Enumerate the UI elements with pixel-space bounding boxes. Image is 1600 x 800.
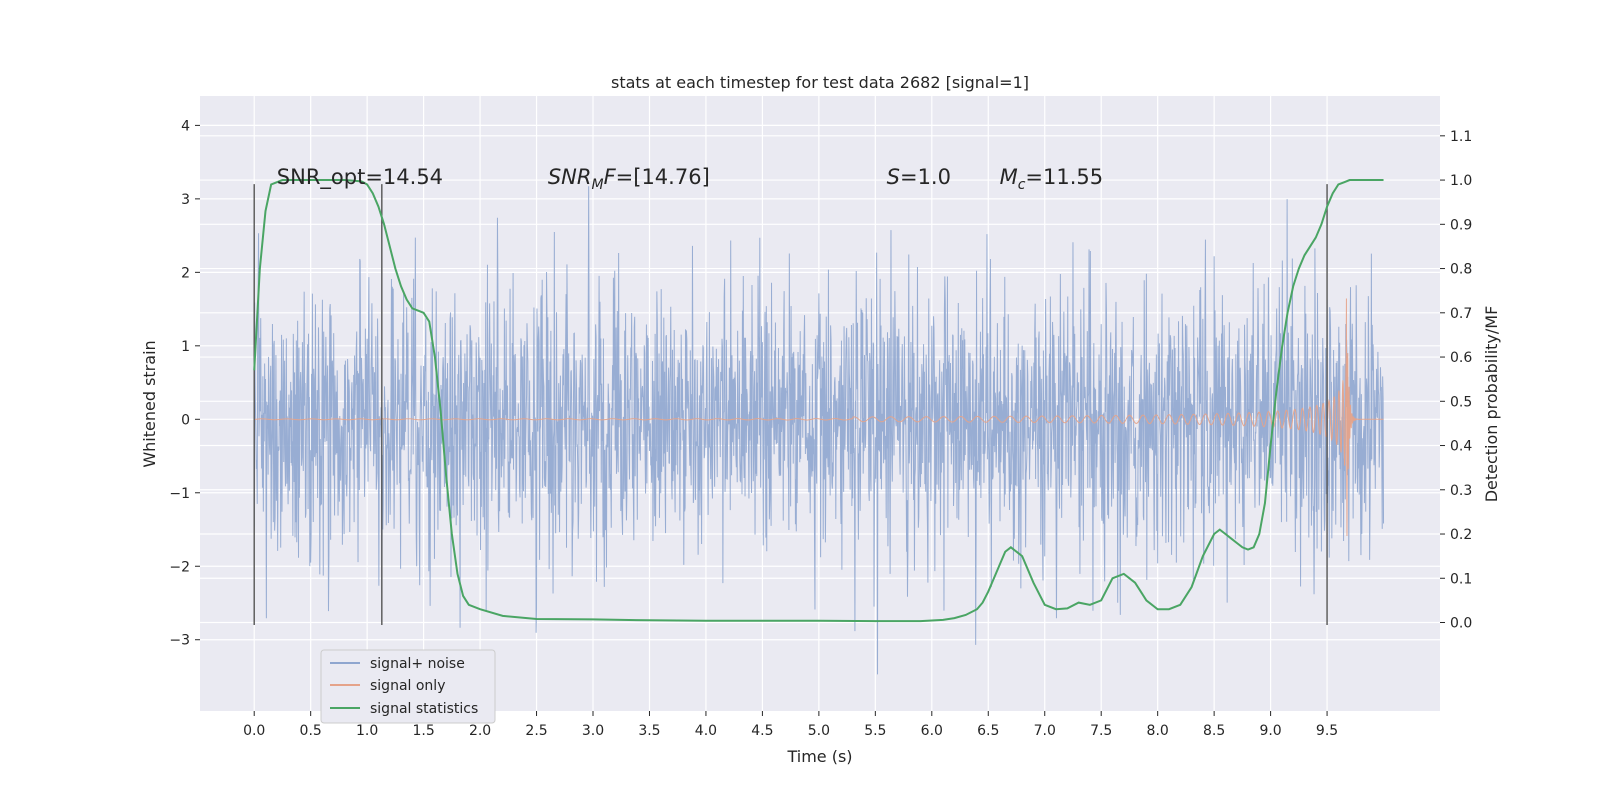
x-tick-label: 5.5 xyxy=(864,723,886,739)
annotation-text: SNR_opt=14.54 xyxy=(277,165,443,190)
legend-label-signal-statistics: signal statistics xyxy=(370,701,478,717)
x-axis-label: Time (s) xyxy=(786,747,852,766)
right-y-tick-label: 0.8 xyxy=(1450,262,1472,278)
y-tick-label: 0 xyxy=(181,412,190,428)
x-tick-label: 1.5 xyxy=(412,723,434,739)
right-y-tick-label: 0.5 xyxy=(1450,394,1472,410)
right-y-tick-label: 0.4 xyxy=(1450,439,1472,455)
x-tick-label: 7.5 xyxy=(1090,723,1112,739)
right-y-tick-label: 0.0 xyxy=(1450,616,1472,632)
right-y-tick-label: 1.1 xyxy=(1450,129,1472,145)
x-tick-label: 9.5 xyxy=(1316,723,1338,739)
y-axis-ticks: 4 3 2 1 0 −1 −2 −3 xyxy=(169,118,200,649)
right-y-tick-label: 0.2 xyxy=(1450,527,1472,543)
series-signal-noise xyxy=(253,186,1385,675)
x-tick-label: 1.0 xyxy=(356,723,378,739)
annotations: SNR_opt=14.54 SNRMF=[14.76] S=1.0 Mc=11.55 xyxy=(277,165,1103,193)
legend-label-signal-noise: signal+ noise xyxy=(370,656,465,672)
x-tick-label: 0.0 xyxy=(243,723,265,739)
x-tick-label: 5.0 xyxy=(808,723,830,739)
signal-trace xyxy=(254,298,1384,536)
x-tick-label: 7.0 xyxy=(1034,723,1056,739)
legend: signal+ noise signal only signal statist… xyxy=(320,649,496,724)
x-tick-label: 4.5 xyxy=(751,723,773,739)
x-tick-label: 4.0 xyxy=(695,723,717,739)
y-axis-label: Whitened strain xyxy=(140,340,159,467)
x-tick-label: 2.5 xyxy=(525,723,547,739)
annotation-text: S=1.0 xyxy=(887,165,951,189)
y-tick-label: 2 xyxy=(181,265,190,281)
x-tick-label: 6.0 xyxy=(921,723,943,739)
chart-title: stats at each timestep for test data 268… xyxy=(611,73,1029,92)
right-y-tick-label: 1.0 xyxy=(1450,173,1472,189)
x-tick-label: 2.0 xyxy=(469,723,491,739)
right-y-tick-label: 0.9 xyxy=(1450,217,1472,233)
vertical-markers xyxy=(253,184,1328,626)
y-tick-label: −1 xyxy=(169,486,190,502)
series-signal-statistics xyxy=(253,179,1384,623)
y-tick-label: 3 xyxy=(181,192,190,208)
x-tick-label: 8.0 xyxy=(1147,723,1169,739)
y-tick-label: 4 xyxy=(181,118,190,134)
right-y-tick-label: 0.1 xyxy=(1450,571,1472,587)
right-y-axis-ticks: 1.1 1.0 0.9 0.8 0.7 0.6 0.5 0.4 0.3 0.2 0.1 0.0 xyxy=(1440,129,1472,632)
right-y-tick-label: 0.6 xyxy=(1450,350,1472,366)
noise-trace xyxy=(253,186,1385,675)
legend-label-signal-only: signal only xyxy=(370,678,445,694)
statistics-line xyxy=(253,179,1384,623)
annotation-text: Mc=11.55 xyxy=(1000,165,1104,193)
legend-box xyxy=(320,649,496,724)
annotation-text: SNRMF=[14.76] xyxy=(548,165,710,193)
y-tick-label: −2 xyxy=(169,559,190,575)
series-signal-only xyxy=(254,298,1384,536)
y-tick-label: 1 xyxy=(181,339,190,355)
right-y-axis-label: Detection probability/MF xyxy=(1482,306,1501,503)
right-y-tick-label: 0.7 xyxy=(1450,306,1472,322)
right-y-tick-label: 0.3 xyxy=(1450,483,1472,499)
x-tick-label: 9.0 xyxy=(1259,723,1281,739)
x-tick-label: 8.5 xyxy=(1203,723,1225,739)
x-tick-label: 0.5 xyxy=(300,723,322,739)
x-tick-label: 6.5 xyxy=(977,723,999,739)
x-tick-label: 3.0 xyxy=(582,723,604,739)
y-tick-label: −3 xyxy=(169,633,190,649)
x-axis-ticks: 0.0 0.5 1.0 1.5 2.0 2.5 3.0 3.5 4.0 4.5 5.0 5.5 6.0 6… xyxy=(243,711,1338,739)
x-tick-label: 3.5 xyxy=(638,723,660,739)
